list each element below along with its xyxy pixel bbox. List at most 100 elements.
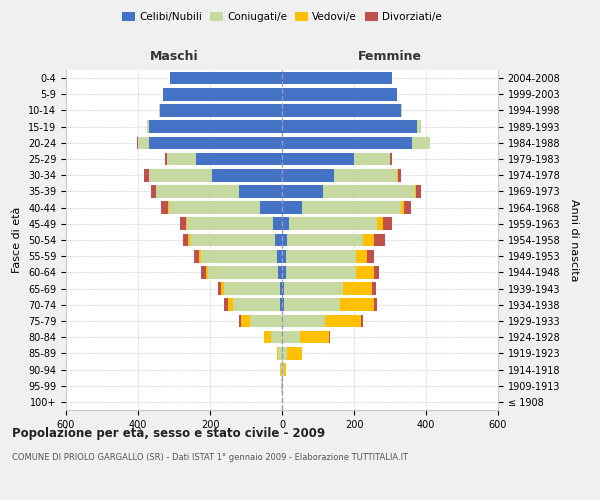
Bar [280,282,282,295]
Bar [372,282,376,295]
Bar [282,136,412,149]
Bar [343,282,372,295]
Bar [356,266,374,278]
Bar [185,218,187,230]
Bar [281,380,282,392]
Bar [194,250,199,262]
Bar [398,169,401,181]
Y-axis label: Fasce di età: Fasce di età [13,207,22,273]
Bar [159,104,160,117]
Bar [275,234,282,246]
Bar [334,169,397,181]
Bar [377,218,383,230]
Bar [137,136,138,149]
Bar [169,202,260,214]
Bar [196,152,282,166]
Legend: Celibi/Nubili, Coniugati/e, Vedovi/e, Divorziati/e: Celibi/Nubili, Coniugati/e, Vedovi/e, Di… [118,8,446,26]
Bar [187,218,273,230]
Bar [188,234,190,246]
Bar [161,202,168,214]
Bar [289,218,377,230]
Bar [281,363,282,376]
Bar [239,314,241,328]
Bar [282,185,323,198]
Bar [390,152,392,166]
Bar [273,218,282,230]
Bar [383,218,392,230]
Bar [278,347,282,360]
Bar [282,331,300,344]
Bar [278,266,282,278]
Bar [280,298,282,311]
Bar [354,152,390,166]
Bar [145,169,149,181]
Bar [302,202,401,214]
Bar [374,234,385,246]
Bar [201,250,277,262]
Bar [221,282,224,295]
Bar [183,234,188,246]
Text: Maschi: Maschi [149,50,199,62]
Bar [282,202,302,214]
Bar [156,185,239,198]
Bar [300,331,329,344]
Bar [412,136,430,149]
Bar [282,88,397,101]
Bar [286,250,356,262]
Bar [224,298,228,311]
Text: Popolazione per età, sesso e stato civile - 2009: Popolazione per età, sesso e stato civil… [12,428,325,440]
Bar [149,169,212,181]
Bar [340,298,374,311]
Bar [374,298,377,311]
Bar [206,266,208,278]
Bar [282,266,286,278]
Bar [282,298,284,311]
Bar [228,298,233,311]
Bar [212,169,282,181]
Bar [190,234,275,246]
Bar [138,136,149,149]
Bar [282,363,284,376]
Bar [208,266,278,278]
Bar [416,185,421,198]
Bar [282,218,289,230]
Bar [286,266,356,278]
Bar [168,202,169,214]
Bar [282,282,284,295]
Bar [374,266,379,278]
Bar [367,250,374,262]
Bar [250,314,282,328]
Bar [282,104,401,117]
Bar [170,72,282,85]
Bar [325,314,361,328]
Bar [282,234,287,246]
Bar [404,202,411,214]
Bar [224,282,280,295]
Bar [282,152,354,166]
Bar [284,282,343,295]
Bar [165,152,167,166]
Bar [233,298,280,311]
Bar [282,250,286,262]
Bar [149,136,282,149]
Bar [401,202,404,214]
Bar [363,234,374,246]
Bar [417,120,421,133]
Bar [147,120,149,133]
Bar [239,185,282,198]
Bar [163,88,282,101]
Bar [282,72,392,85]
Bar [160,104,282,117]
Text: COMUNE DI PRIOLO GARGALLO (SR) - Dati ISTAT 1° gennaio 2009 - Elaborazione TUTTI: COMUNE DI PRIOLO GARGALLO (SR) - Dati IS… [12,452,408,462]
Y-axis label: Anni di nascita: Anni di nascita [569,198,579,281]
Bar [397,169,398,181]
Bar [287,234,363,246]
Bar [271,331,282,344]
Bar [277,347,278,360]
Text: Femmine: Femmine [358,50,422,62]
Bar [241,314,250,328]
Bar [151,185,156,198]
Bar [415,185,416,198]
Bar [284,363,286,376]
Bar [323,185,415,198]
